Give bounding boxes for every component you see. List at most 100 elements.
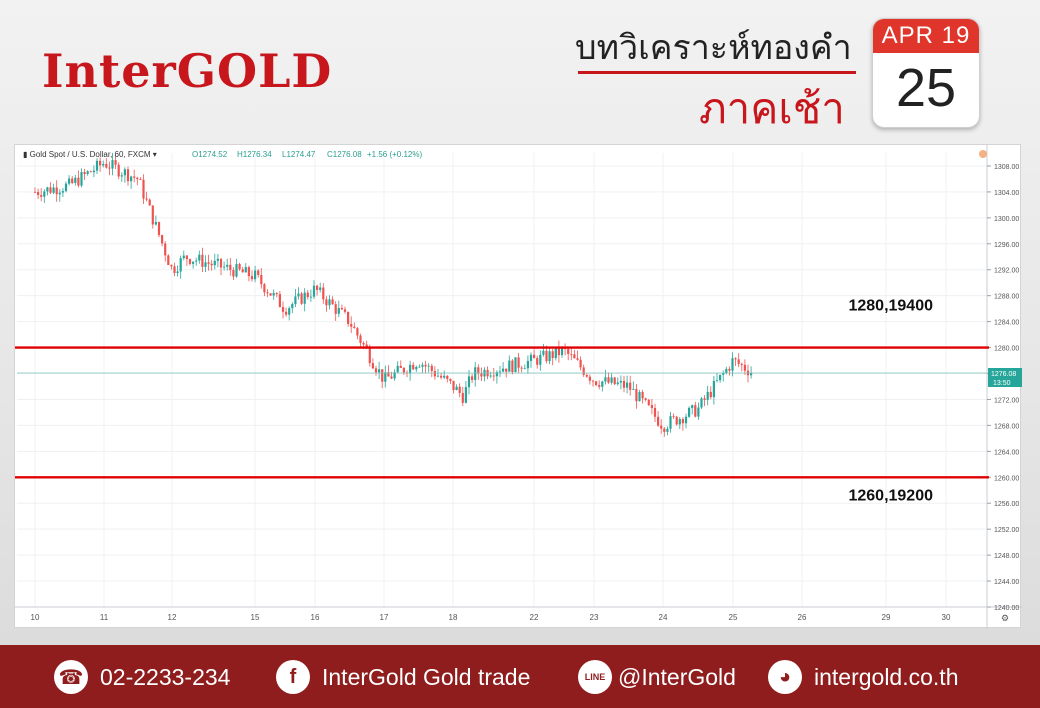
candle-body [266,292,269,294]
candle-body [505,368,508,372]
candle-body [545,350,548,362]
candle-body [328,299,331,306]
y-tick-label: 1248.00 [994,553,1019,560]
candle-body [322,287,325,300]
candle-body [157,222,161,236]
candle-body [421,364,424,367]
y-tick-label: 1284.00 [994,320,1019,327]
candle-body [241,269,244,273]
y-tick-label: 1288.00 [994,294,1019,301]
candle-body [371,363,374,369]
candle-body [381,369,384,382]
footer-bar: ☎ 02-2233-234 f InterGold Gold trade LIN… [0,645,1040,708]
candle-body [536,358,539,365]
candle-body [418,366,421,368]
candle-body [474,367,477,380]
candle-body [61,191,64,193]
candle-body [99,160,102,166]
candle-body [743,364,746,371]
candle-body [86,171,89,175]
candle-body [582,367,585,375]
candle-body [622,380,626,388]
title-underline [578,71,856,74]
candle-body [678,419,681,425]
candle-body [92,170,95,173]
candle-body [219,258,223,268]
candle-body [58,192,61,195]
phone-number: 02-2233-234 [100,663,231,690]
candle-body [142,179,145,199]
candle-body [201,254,204,267]
y-tick-label: 1300.00 [994,216,1019,223]
candle-body [133,176,136,178]
candle-body [378,369,381,373]
candle-body [250,276,254,280]
candle-body [95,160,99,171]
candle-body [288,308,291,315]
candle-body [560,347,564,356]
candle-body [353,326,356,329]
candle-body [347,311,350,324]
footer-facebook[interactable]: f InterGold Gold trade [276,660,530,694]
candle-body [455,386,458,391]
page-subtitle: ภาคเช้า [699,84,845,133]
candle-body [55,187,58,195]
candle-body [591,380,595,382]
last-price-label: 1276.08 [991,371,1016,378]
candle-body [151,205,154,225]
y-tick-label: 1296.00 [994,242,1019,249]
candle-body [179,258,182,272]
candle-body [402,367,405,373]
candle-body [272,292,275,296]
candle-body [123,169,126,176]
candle-body [467,376,471,388]
candle-body [232,270,235,277]
symbol-label: ▮ Gold Spot / U.S. Dollar, 60, FXCM ▾ [23,150,157,159]
candle-body [533,354,536,359]
candle-body [424,364,427,367]
candle-body [529,354,533,361]
candle-body [709,391,712,398]
candle-body [595,381,598,386]
candle-body [185,255,188,260]
candle-body [161,235,164,244]
candle-body [675,416,678,425]
footer-website[interactable]: ◕ intergold.co.th [768,660,958,694]
x-tick-label: 12 [168,613,177,622]
candle-body [263,284,266,293]
candle-body [660,425,663,429]
candle-body [737,359,740,364]
candle-body [694,405,697,417]
candle-body [139,179,142,180]
candle-body [173,266,176,273]
candle-body [725,368,728,374]
candle-body [551,351,554,359]
candle-body [120,175,123,177]
y-tick-label: 1272.00 [994,397,1019,404]
level-label: 1260,19200 [848,487,933,504]
candle-body [77,177,80,186]
candle-body [644,398,647,400]
candle-body [49,187,52,193]
candle-body [576,358,579,360]
candle-body [471,376,474,380]
x-tick-label: 10 [31,613,40,622]
candle-body [198,254,201,261]
candle-body [443,375,446,378]
line-id: @InterGold [618,663,736,690]
candle-body [666,428,669,432]
candle-body [108,167,111,169]
x-tick-label: 26 [798,613,807,622]
candle-body [495,372,498,377]
candle-body [647,399,650,406]
candle-body [436,375,440,377]
candle-body [573,354,576,359]
price-chart: 1308.00 1304.00 1300.00 1296.00 1292.00 1288.… [14,144,1022,629]
candle-body [498,371,502,373]
candle-body [653,407,657,417]
candle-body [669,416,672,429]
footer-line[interactable]: LINE @InterGold [578,660,736,694]
candle-body [464,387,467,403]
y-tick-label: 1244.00 [994,579,1019,586]
phone-icon: ☎ [54,660,88,694]
